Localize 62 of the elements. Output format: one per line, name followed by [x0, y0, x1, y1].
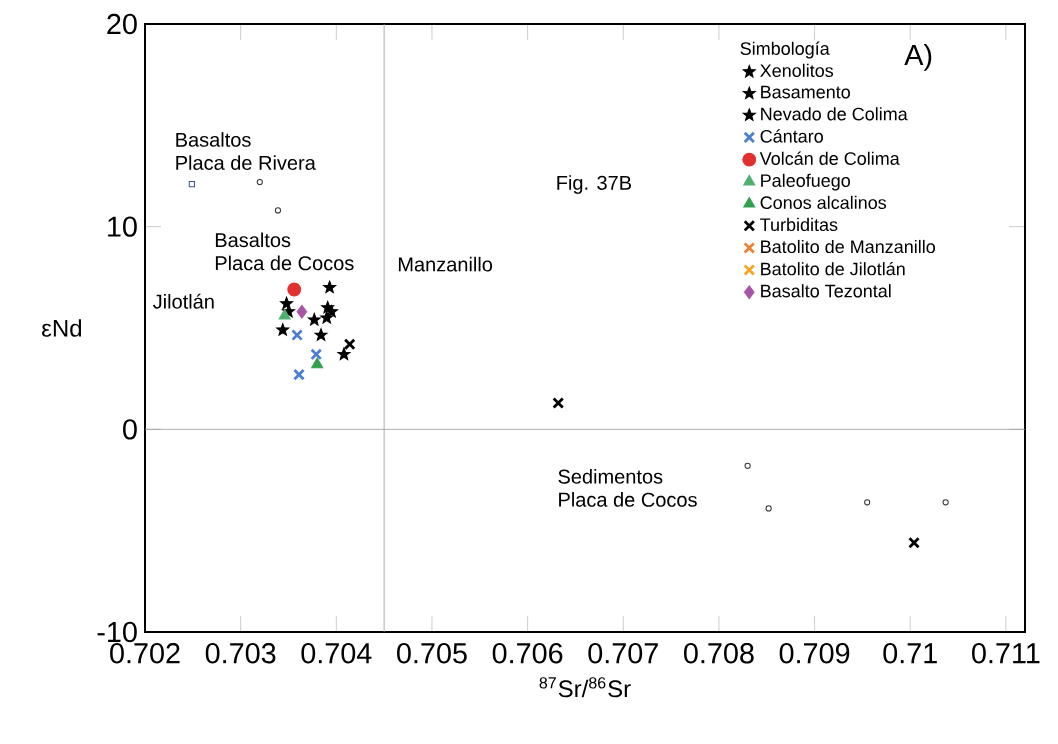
point	[765, 505, 772, 512]
point	[343, 338, 356, 351]
legend-label: Turbiditas	[760, 217, 838, 232]
legend-label: Cántaro	[760, 129, 823, 143]
y-tick-label: 0	[123, 419, 137, 440]
x-tick-label: 0.707	[588, 643, 658, 664]
annotation: Basaltos	[176, 132, 251, 147]
point	[942, 499, 949, 506]
annotation: Fig. 37B	[557, 175, 632, 194]
x-tick-label: 0.702	[110, 643, 180, 664]
x-tick-label: 0.706	[492, 643, 563, 664]
x-tick-label: 0.709	[779, 643, 850, 664]
point	[324, 304, 339, 318]
x-tick-label: 0.711	[972, 643, 1040, 664]
annotation: Placa de Cocos	[215, 255, 354, 271]
annotation: A)	[904, 44, 932, 71]
point	[311, 357, 324, 369]
x-axis-title: $^{87}$Sr/$^{86}$Sr	[539, 677, 631, 698]
point	[276, 323, 290, 336]
x-tick-label: 0.708	[684, 643, 754, 664]
legend-title: Simbología	[740, 41, 830, 59]
annotation: Jilotlán	[152, 293, 214, 309]
point	[296, 304, 308, 319]
point	[337, 347, 351, 361]
legend-label: Nevado de Colima	[761, 107, 908, 121]
legend-label: Volcán de Colima	[759, 151, 900, 165]
annotation: Placa de Cocos	[559, 492, 697, 507]
legend-label: Xenolitos	[760, 63, 834, 78]
legend-label: Conos alcalinos	[760, 195, 887, 210]
annotation: Sedimentos	[558, 469, 663, 484]
annotation: Manzanillo	[398, 256, 493, 272]
legend-label: Batolito de Manzanillo	[761, 239, 935, 254]
legend-label: Paleofuego	[761, 173, 850, 191]
x-tick-label: 0.703	[205, 643, 276, 664]
point	[744, 462, 751, 469]
y-axis-title: εNd	[42, 319, 82, 337]
point	[314, 328, 328, 341]
point	[287, 282, 302, 297]
legend-label: Basamento	[761, 85, 850, 99]
point	[552, 397, 565, 409]
point	[188, 181, 195, 188]
y-tick-label: 20	[107, 13, 137, 35]
annotation: Basaltos	[215, 232, 291, 248]
point	[310, 348, 323, 361]
legend-label: Batolito de Jilotlán	[761, 261, 905, 276]
point	[320, 310, 334, 324]
x-tick-label: 0.704	[301, 643, 372, 664]
point	[274, 207, 282, 214]
point	[908, 536, 920, 549]
x-tick-label: 0.705	[397, 643, 467, 664]
legend-label: Basalto Tezontal	[761, 284, 891, 298]
y-tick-label: 10	[108, 216, 137, 237]
point	[307, 312, 321, 326]
point	[864, 499, 871, 506]
point	[323, 280, 337, 294]
x-tick-label: 0.71	[883, 643, 937, 664]
point	[256, 178, 263, 186]
y-tick-label: -10	[97, 621, 137, 643]
point	[278, 308, 291, 320]
annotation: Placa de Rivera	[176, 155, 316, 170]
point	[293, 368, 305, 381]
point	[291, 329, 304, 342]
